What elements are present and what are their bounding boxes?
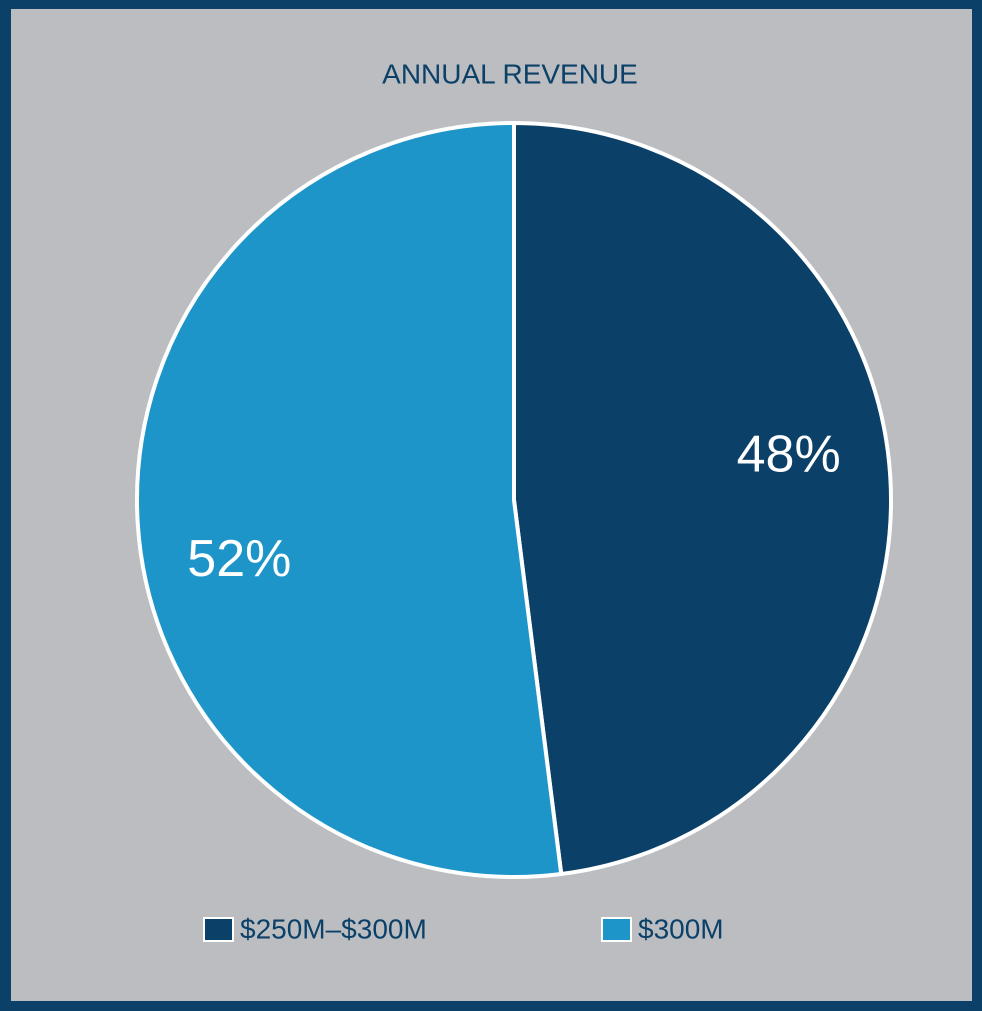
legend-label: $300M xyxy=(638,913,724,944)
legend-label: $250M–$300M xyxy=(240,913,427,944)
slice-label: 52% xyxy=(187,530,291,588)
slice-label: 48% xyxy=(737,425,841,483)
chart-title: ANNUAL REVENUE xyxy=(382,58,638,89)
legend-swatch xyxy=(601,917,632,942)
pie-slice xyxy=(134,121,564,879)
legend-swatch xyxy=(203,917,234,942)
pie-slice xyxy=(512,121,893,877)
